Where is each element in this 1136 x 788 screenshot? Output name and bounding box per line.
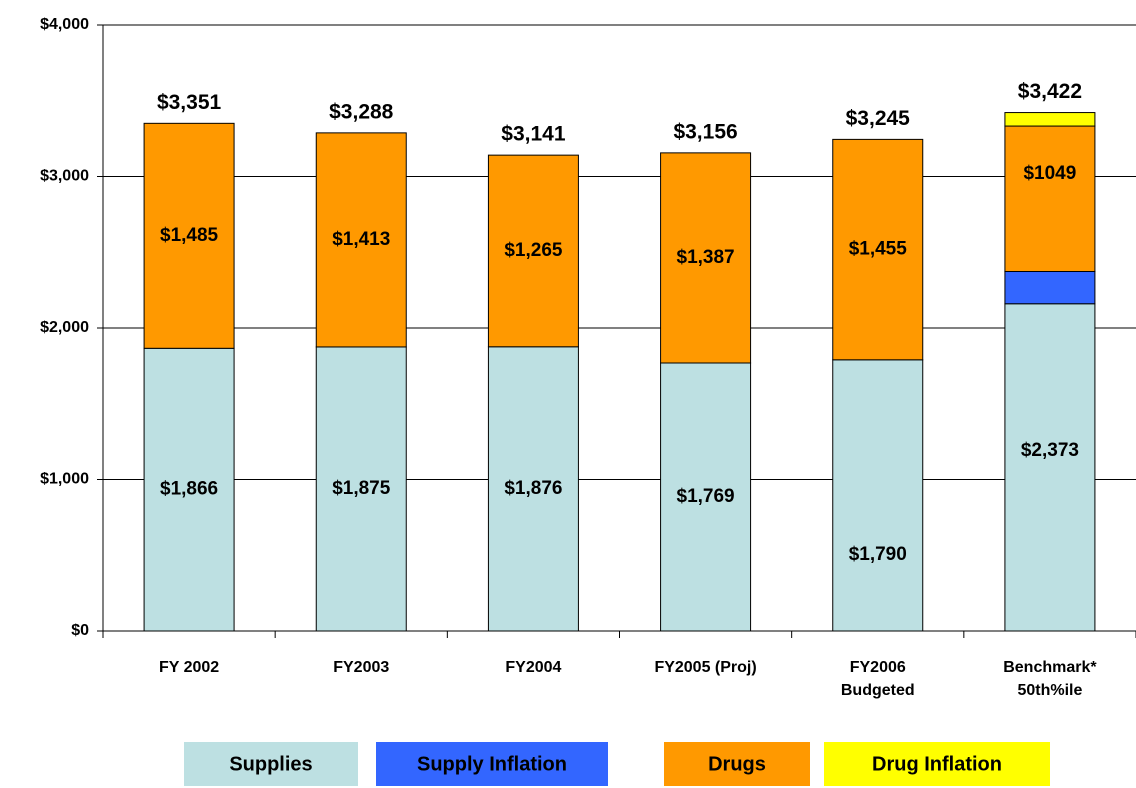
total-label: $3,351 [157,91,222,114]
value-label: $1,875 [332,478,391,499]
legend-label: Drugs [708,753,766,775]
value-label: $1,413 [332,229,390,250]
bar-segment [1004,303,1096,632]
bar-segment [487,154,579,348]
legend-swatch [184,742,358,786]
bar-segment [1004,270,1096,305]
legend-label: Supply Inflation [417,753,567,775]
bar-segment [143,122,235,349]
y-tick-label: $4,000 [40,16,89,33]
total-label: $3,422 [1018,80,1082,103]
value-label: $1,265 [504,240,563,261]
x-tick-label: FY2005 (Proj) [654,659,757,676]
legend-swatch [376,742,608,786]
x-tick-label: Benchmark* 50th%ile [1003,659,1097,699]
total-label: $3,156 [673,120,737,143]
bar-segment [1004,125,1096,272]
value-label: $1049 [1023,163,1076,184]
x-tick-label: FY2006 Budgeted [840,659,915,699]
bar-segment [832,138,924,361]
value-label: $1,485 [160,225,219,246]
bar-segment [143,347,235,632]
y-tick-label: $3,000 [40,168,89,185]
bar-segment [487,346,579,632]
x-tick-label: FY2003 [333,659,390,676]
value-label: $1,455 [849,239,908,260]
total-label: $3,288 [329,100,394,123]
x-tick-label: FY2004 [505,659,562,676]
value-label: $1,876 [504,478,562,499]
total-label: $3,245 [846,107,911,130]
legend-swatch [664,742,810,786]
legend-label: Supplies [229,753,312,775]
y-tick-label: $1,000 [40,471,89,488]
x-tick-label: FY 2002 [158,659,220,676]
total-label: $3,141 [501,123,566,146]
y-tick-label: $0 [71,622,89,639]
y-tick-label: $2,000 [40,319,89,336]
bar-segment [1004,112,1096,127]
legend-swatch [824,742,1050,786]
value-label: $1,866 [160,479,218,500]
value-label: $1,790 [849,544,907,565]
bar-segment [315,346,407,632]
value-label: $1,769 [677,486,735,507]
value-label: $2,373 [1021,440,1079,461]
bar-segment [315,132,407,348]
bar-segment [832,359,924,632]
bar-segment [660,152,752,364]
value-label: $1,387 [677,247,735,268]
legend-label: Drug Inflation [872,753,1002,775]
